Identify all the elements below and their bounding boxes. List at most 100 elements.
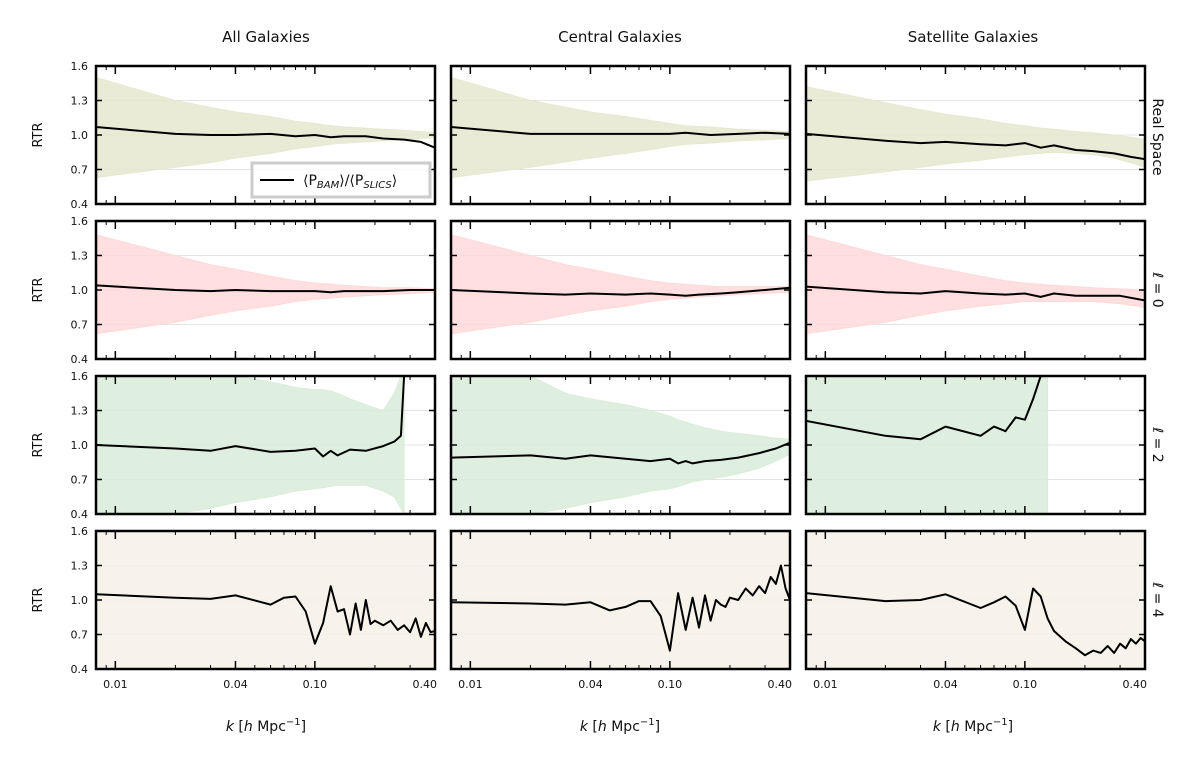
x-axis-label-exp: −1	[286, 717, 301, 728]
y-tick-label: 1.6	[71, 525, 89, 538]
error-band	[96, 531, 435, 669]
panel-1-1	[449, 219, 792, 361]
ratio-line	[451, 286, 790, 297]
row-label-l4: ℓ = 4	[1149, 581, 1165, 617]
y-tick-label: 1.6	[71, 370, 89, 383]
legend-label-bam: BAM	[317, 180, 340, 191]
x-tick-label: 0.40	[768, 678, 793, 691]
x-axis-label-exp: −1	[993, 717, 1008, 728]
x-axis-label-close: ]	[1008, 719, 1013, 735]
error-band	[806, 86, 1145, 182]
x-axis-label-open: [	[234, 719, 244, 735]
ratio-line	[96, 284, 435, 294]
y-tick-label: 0.4	[71, 508, 89, 521]
column-title-central: Central Galaxies	[558, 28, 682, 46]
x-axis-label-all: k [h Mpc−1]	[226, 717, 306, 735]
y-tick-label: 0.7	[71, 319, 89, 332]
x-axis-label-satellite: k [h Mpc−1]	[933, 717, 1013, 735]
x-axis-label-k: k	[933, 719, 942, 735]
y-tick-label: 1.6	[71, 215, 89, 228]
panel-0-2	[804, 64, 1147, 206]
x-axis-label-unit: Mpc	[960, 719, 993, 735]
error-band	[806, 234, 1145, 335]
y-axis-label: RTR	[31, 122, 46, 147]
x-tick-label: 0.04	[578, 678, 603, 691]
legend-label-p-open: ⟨P	[303, 173, 317, 189]
x-axis-label-close: ]	[301, 719, 306, 735]
ratio-line	[451, 126, 790, 136]
x-tick-label: 0.01	[458, 678, 483, 691]
error-band	[96, 76, 435, 179]
row-label-l2: ℓ = 2	[1149, 426, 1165, 462]
y-axis-label: RTR	[31, 277, 46, 302]
y-tick-label: 1.0	[71, 594, 89, 607]
panel-3-1: 0.01 0.04 0.10 0.40	[449, 529, 793, 691]
x-axis-label-h: h	[244, 719, 253, 735]
error-band	[806, 376, 1049, 514]
x-axis-label-h: h	[951, 719, 960, 735]
y-tick-label: 0.4	[71, 663, 89, 676]
legend-label-close: ⟩	[392, 173, 397, 189]
y-tick-label: 1.3	[71, 95, 89, 108]
x-tick-label: 0.40	[1123, 678, 1148, 691]
x-tick-label: 0.04	[223, 678, 248, 691]
legend-label-mid: ⟩/⟨P	[339, 173, 363, 189]
column-titles: All Galaxies Central Galaxies Satellite …	[222, 28, 1038, 46]
panels: 0.4 0.7 1.0 1.3 1.6 RTR 0.4 0.7 1.0 1.3 1.6 RTR 0.40…	[31, 60, 1147, 691]
ratio-line	[451, 564, 790, 652]
x-tick-label: 0.40	[413, 678, 438, 691]
error-band	[451, 234, 790, 335]
error-band	[451, 376, 790, 514]
x-tick-label: 0.10	[303, 678, 328, 691]
row-label-l0: ℓ = 0	[1149, 271, 1165, 307]
ratio-line	[96, 126, 435, 149]
error-band	[806, 531, 1145, 669]
legend-label: ⟨PBAM⟩/⟨PSLICS⟩	[303, 173, 397, 191]
panel-2-0: 0.4 0.7 1.0 1.3 1.6 RTR	[31, 370, 437, 521]
panel-1-0: 0.4 0.7 1.0 1.3 1.6 RTR	[31, 215, 437, 366]
y-tick-label: 1.0	[71, 284, 89, 297]
error-band	[451, 76, 790, 179]
y-tick-label: 0.7	[71, 474, 89, 487]
legend-label-slics: SLICS	[363, 180, 392, 191]
x-axis-label-h: h	[598, 719, 607, 735]
x-tick-label: 0.01	[813, 678, 838, 691]
panel-0-1	[449, 64, 792, 206]
x-axis-label-unit: Mpc	[253, 719, 286, 735]
y-axis-label: RTR	[31, 432, 46, 457]
y-tick-label: 1.3	[71, 560, 89, 573]
panel-2-2	[804, 374, 1147, 516]
ratio-line	[806, 587, 1145, 657]
legend: ⟨PBAM⟩/⟨PSLICS⟩	[250, 161, 432, 199]
x-axis-label-k: k	[226, 719, 235, 735]
row-labels: Real Space ℓ = 0 ℓ = 2 ℓ = 4	[1149, 98, 1165, 617]
y-tick-label: 0.7	[71, 164, 89, 177]
x-axis-label-close: ]	[655, 719, 660, 735]
y-tick-label: 0.7	[71, 629, 89, 642]
y-tick-label: 1.3	[71, 405, 89, 418]
error-band	[96, 234, 435, 335]
x-tick-label: 0.10	[658, 678, 683, 691]
panel-0-0: 0.4 0.7 1.0 1.3 1.6 RTR	[31, 60, 437, 211]
column-title-all: All Galaxies	[222, 28, 310, 46]
ratio-line	[96, 585, 435, 645]
x-axis-label-k: k	[580, 719, 589, 735]
panel-1-2	[804, 219, 1147, 361]
x-axis-labels: k [h Mpc−1] k [h Mpc−1] k [h Mpc−1]	[226, 717, 1013, 735]
y-tick-label: 1.0	[71, 439, 89, 452]
panel-3-2: 0.01 0.04 0.10 0.40	[804, 529, 1148, 691]
error-band	[451, 531, 790, 669]
x-tick-label: 0.01	[103, 678, 128, 691]
ratio-line	[96, 376, 406, 458]
y-axis-label: RTR	[31, 587, 46, 612]
y-tick-label: 1.6	[71, 60, 89, 73]
y-tick-label: 1.0	[71, 129, 89, 142]
x-tick-label: 0.10	[1013, 678, 1038, 691]
ratio-line	[806, 132, 1145, 161]
row-label-real-space: Real Space	[1149, 98, 1165, 175]
ratio-line	[806, 376, 1048, 441]
ratio-line	[806, 285, 1145, 302]
x-axis-label-open: [	[588, 719, 598, 735]
x-axis-label-open: [	[941, 719, 951, 735]
